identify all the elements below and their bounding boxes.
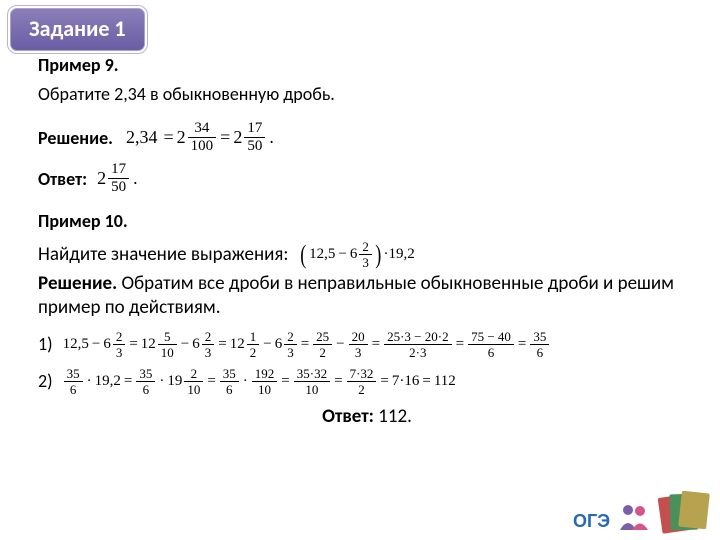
ex9-prompt: Обратите 2,34 в обыкновенную дробь. — [38, 83, 696, 106]
people-icon — [618, 502, 652, 532]
footer-logo: ОГЭ — [573, 492, 706, 532]
ex9-sol-expr: 2,34 = 2 34100 = 2 1750 . — [123, 120, 277, 155]
books-icon — [660, 492, 706, 532]
ex10-prompt-row: Найдите значение выражения: ( 12,5 − 623… — [38, 239, 696, 270]
ex10-step2: 2) 356 · 19,2 = 356 · 19210 = 356 · 1921… — [38, 366, 696, 397]
task-badge: Задание 1 — [10, 8, 145, 51]
ex9-ans-expr: 2 1750 . — [97, 161, 141, 196]
step2-expr: 356 · 19,2 = 356 · 19210 = 356 · 19210 =… — [63, 366, 456, 397]
ex9-answer-row: Ответ: 2 1750 . — [38, 161, 696, 196]
ex9-solution-row: Решение. 2,34 = 2 34100 = 2 1750 . — [38, 120, 696, 155]
oge-text: ОГЭ — [573, 511, 610, 532]
ex10-step1: 1) 12,5− 623 = 12510 − 623 = 1212 − 623 … — [38, 329, 696, 360]
ex10-given: ( 12,5 − 623 ) · 19,2 — [298, 239, 414, 270]
step1-expr: 12,5− 623 = 12510 − 623 = 1212 − 623 = 2… — [63, 329, 551, 360]
ex10-final-answer: Ответ: 112. — [38, 405, 696, 428]
ex10-sol-text: Решение. Обратим все дроби в неправильны… — [38, 272, 696, 321]
ex9-title: Пример 9. — [38, 54, 696, 77]
content-area: Пример 9. Обратите 2,34 в обыкновенную д… — [38, 54, 696, 447]
task-badge-label: Задание 1 — [10, 8, 145, 51]
step1-label: 1) — [38, 333, 53, 355]
ex9-sol-label: Решение. — [38, 127, 113, 149]
ex10-title: Пример 10. — [38, 210, 696, 233]
step2-label: 2) — [38, 370, 53, 392]
ex10-prompt: Найдите значение выражения: — [38, 243, 288, 266]
ex9-ans-label: Ответ: — [38, 168, 87, 190]
